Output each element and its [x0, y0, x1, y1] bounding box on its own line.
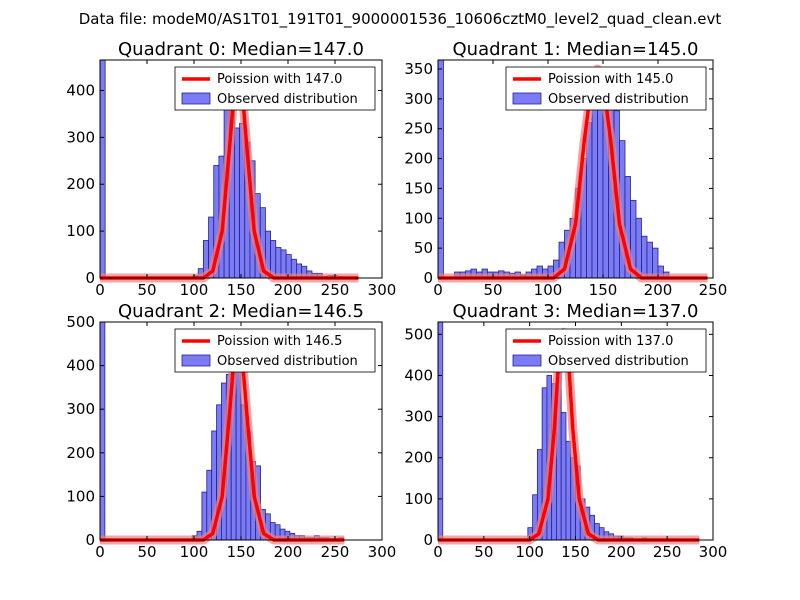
x-tick-label: 0: [433, 543, 443, 561]
axes-frame: [437, 59, 714, 279]
y-tick-label: 150: [404, 179, 433, 197]
histogram-bar: [275, 247, 282, 279]
x-tick-label: 0: [95, 543, 105, 561]
y-tick-label: 300: [66, 400, 95, 418]
panels: Quadrant 0: Median=147.0 0 50 100 150 200 250 3…: [66, 39, 727, 561]
x-tick-label: 100: [515, 543, 544, 561]
y-tick-label: 500: [66, 313, 95, 331]
x-tick-label: 200: [274, 543, 303, 561]
y-tick-label: 200: [404, 150, 433, 168]
x-tick-label: 50: [483, 281, 502, 299]
histogram-bar: [641, 235, 648, 279]
histogram-bar: [234, 127, 240, 279]
y-tick-label: 250: [404, 120, 433, 138]
y-tick-label: 300: [404, 408, 433, 426]
y-tick-label: 0: [85, 269, 95, 287]
x-tick-label: 100: [180, 281, 209, 299]
legend: Poission with 137.0 Observed distribution: [505, 328, 707, 373]
x-tick-label: 250: [321, 543, 350, 561]
y-tick-label: 300: [404, 90, 433, 108]
x-tick-label: 250: [321, 281, 350, 299]
legend-bar-swatch: [512, 354, 542, 367]
x-tick-label: 50: [137, 543, 156, 561]
y-tick-label: 200: [404, 449, 433, 467]
x-tick-label: 100: [534, 281, 563, 299]
x-tick-label: 300: [699, 543, 728, 561]
chart-panel-0: Quadrant 0: Median=147.0 0 50 100 150 200 250 3…: [66, 39, 396, 299]
x-tick-label: 300: [368, 281, 397, 299]
y-tick-label: 400: [66, 357, 95, 375]
y-tick-label: 0: [423, 531, 433, 549]
histogram-bar: [646, 241, 653, 279]
panel-title: Quadrant 2: Median=146.5: [118, 301, 364, 322]
x-tick-label: 0: [95, 281, 105, 299]
x-tick-label: 250: [699, 281, 728, 299]
y-tick-label: 50: [414, 239, 433, 257]
histogram-bar: [591, 98, 598, 279]
legend-bar-label: Observed distribution: [548, 354, 689, 369]
legend-line-label: Poission with 137.0: [548, 334, 673, 349]
histogram-bar: [560, 412, 567, 541]
legend: Poission with 146.5 Observed distribution: [174, 328, 376, 373]
legend-bar-swatch: [181, 354, 211, 367]
y-tick-label: 0: [423, 269, 433, 287]
chart-panel-3: Quadrant 3: Median=137.0 0 50 100 150 200 250 3…: [404, 301, 727, 561]
x-tick-label: 150: [589, 281, 618, 299]
x-tick-label: 200: [607, 543, 636, 561]
histogram-bar: [437, 321, 444, 541]
histogram-bar: [99, 59, 106, 279]
panel-title: Quadrant 1: Median=145.0: [453, 39, 699, 60]
legend-bar-swatch: [181, 92, 211, 105]
y-tick-label: 100: [66, 487, 95, 505]
legend-bar-label: Observed distribution: [217, 92, 358, 107]
x-tick-label: 250: [653, 543, 682, 561]
x-tick-label: 200: [274, 281, 303, 299]
y-tick-label: 100: [66, 222, 95, 240]
x-tick-label: 0: [433, 281, 443, 299]
histogram-bar: [235, 365, 242, 541]
x-tick-label: 150: [227, 281, 256, 299]
legend-bar-swatch: [512, 92, 542, 105]
histogram-bar: [99, 321, 106, 541]
x-tick-label: 200: [644, 281, 673, 299]
histogram-bar: [437, 59, 444, 279]
legend-bar-label: Observed distribution: [548, 92, 689, 107]
legend-line-label: Poission with 145.0: [548, 72, 673, 87]
legend: Poission with 145.0 Observed distribution: [505, 66, 707, 111]
x-tick-label: 50: [474, 543, 493, 561]
legend-bar-label: Observed distribution: [217, 354, 358, 369]
legend-line-label: Poission with 146.5: [217, 334, 342, 349]
chart-panel-2: Quadrant 2: Median=146.5 0 50 100 150 200 250 3…: [66, 301, 396, 561]
panel-title: Quadrant 0: Median=147.0: [118, 39, 364, 60]
y-tick-label: 400: [66, 81, 95, 99]
y-tick-label: 350: [404, 60, 433, 78]
chart-panel-1: Quadrant 1: Median=145.0 0 50 100 150 200 250 0…: [404, 39, 727, 299]
x-tick-label: 150: [227, 543, 256, 561]
legend: Poission with 147.0 Observed distribution: [174, 66, 376, 111]
panel-title: Quadrant 3: Median=137.0: [453, 301, 699, 322]
y-tick-label: 0: [85, 531, 95, 549]
y-tick-label: 200: [66, 175, 95, 193]
x-tick-label: 300: [368, 543, 397, 561]
y-tick-label: 400: [404, 366, 433, 384]
x-tick-label: 150: [561, 543, 590, 561]
x-tick-label: 50: [137, 281, 156, 299]
y-tick-label: 500: [404, 325, 433, 343]
x-tick-label: 100: [180, 543, 209, 561]
legend-line-label: Poission with 147.0: [217, 72, 342, 87]
figure-suptitle: Data file: modeM0/AS1T01_191T01_90000015…: [79, 10, 722, 29]
y-tick-label: 100: [404, 490, 433, 508]
histogram-bar: [565, 440, 572, 541]
y-tick-label: 100: [404, 209, 433, 227]
y-tick-label: 200: [66, 444, 95, 462]
y-tick-label: 300: [66, 128, 95, 146]
